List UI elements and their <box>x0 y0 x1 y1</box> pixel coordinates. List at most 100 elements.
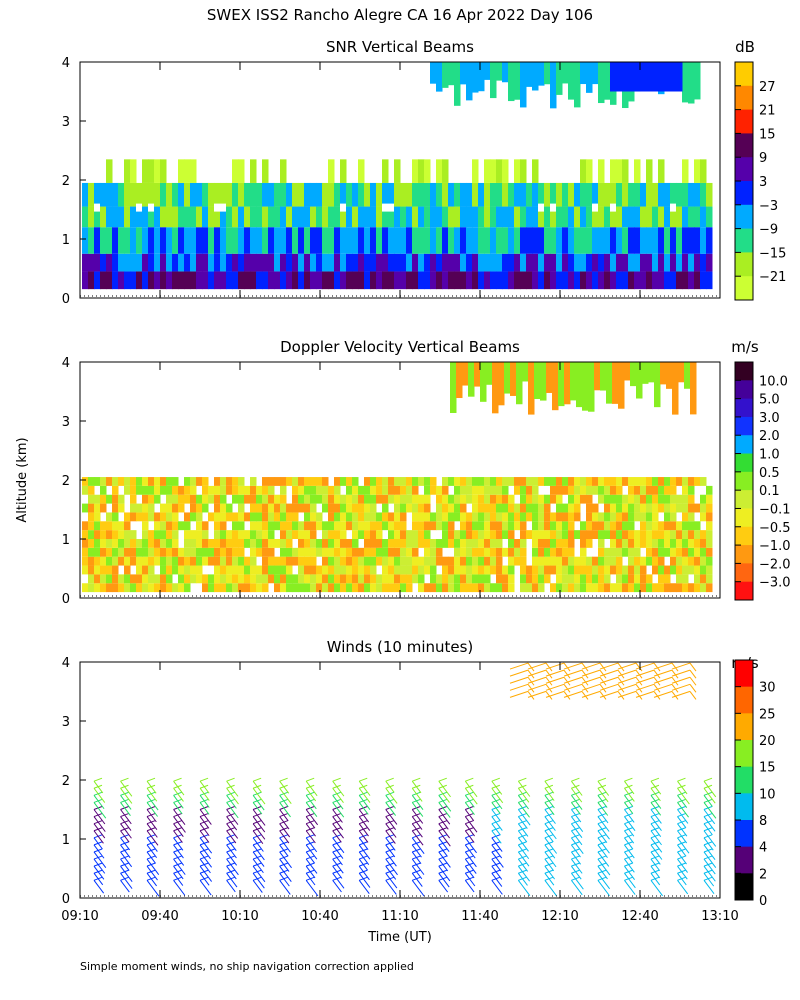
doppler-cell <box>436 539 443 548</box>
doppler-cell <box>670 565 677 575</box>
snr-cell <box>526 271 533 290</box>
wind-barb <box>599 676 619 684</box>
snr-cell <box>202 206 209 228</box>
snr-cell <box>238 182 245 207</box>
doppler-cell <box>364 583 371 593</box>
snr-cell <box>682 62 689 103</box>
wind-barb-tick <box>671 691 679 700</box>
wind-barb <box>120 851 133 868</box>
snr-cell <box>634 227 641 254</box>
snr-cell <box>178 253 185 272</box>
doppler-cell <box>238 565 245 575</box>
doppler-cell <box>532 530 539 539</box>
snr-cell <box>400 227 407 254</box>
wind-barb <box>624 858 635 873</box>
doppler-cell <box>592 503 599 513</box>
doppler-cell <box>280 547 287 557</box>
wind-barb <box>252 787 266 805</box>
doppler-cell <box>580 574 587 584</box>
doppler-cell <box>580 547 587 557</box>
wind-barb <box>517 872 528 886</box>
wind-barb <box>464 837 477 854</box>
doppler-cell <box>526 477 533 486</box>
snr-cell <box>538 206 545 228</box>
doppler-cell <box>382 547 389 557</box>
doppler-cell <box>226 565 233 575</box>
doppler-cell <box>562 547 569 557</box>
wind-barb <box>332 830 342 843</box>
snr-cell <box>454 206 461 228</box>
snr-cell <box>400 182 407 207</box>
doppler-cell <box>238 556 245 566</box>
doppler-cell <box>130 485 137 495</box>
snr-cell <box>340 159 347 183</box>
doppler-cell <box>484 485 491 495</box>
snr-cell <box>238 227 245 254</box>
doppler-cell <box>94 512 101 522</box>
doppler-cell <box>112 521 119 531</box>
snr-cell <box>676 227 683 254</box>
snr-cell <box>172 271 179 290</box>
doppler-cell <box>298 539 305 548</box>
doppler-cell <box>556 583 563 593</box>
doppler-cell <box>538 556 545 566</box>
wind-barb <box>252 830 264 845</box>
wind-barb <box>624 802 634 814</box>
wind-barb-tick <box>563 691 571 700</box>
snr-cell <box>448 182 455 207</box>
snr-cell <box>550 182 557 207</box>
snr-cell <box>118 206 125 228</box>
doppler-cell <box>124 547 131 557</box>
snr-cell <box>364 253 371 272</box>
doppler-cell <box>310 574 317 584</box>
doppler-cell <box>190 477 197 486</box>
doppler-cell <box>586 556 593 566</box>
doppler-cell <box>346 574 353 584</box>
snr-cell <box>346 253 353 272</box>
doppler-cell <box>382 512 389 522</box>
wind-barb <box>563 676 583 684</box>
snr-cell <box>688 227 695 254</box>
doppler-cell <box>112 556 119 566</box>
doppler-cell <box>148 530 155 539</box>
doppler-cell <box>622 530 629 539</box>
doppler-cell <box>568 556 575 566</box>
doppler-cell <box>466 556 473 566</box>
doppler-cell <box>676 556 683 566</box>
doppler-cell <box>448 565 455 575</box>
doppler-cell <box>474 362 481 387</box>
doppler-cell <box>606 362 613 404</box>
doppler-cell <box>460 477 467 486</box>
doppler-cell <box>322 556 329 566</box>
snr-cell <box>376 182 383 207</box>
doppler-cell <box>586 530 593 539</box>
doppler-cell <box>484 494 491 504</box>
snr-cell <box>460 271 467 290</box>
snr-cell <box>106 227 113 254</box>
doppler-cell <box>166 485 173 495</box>
doppler-cell <box>586 477 593 486</box>
doppler-cell <box>166 512 173 522</box>
colorbar-label: −2.0 <box>759 557 791 572</box>
doppler-cell <box>298 503 305 513</box>
wind-barb <box>581 676 601 684</box>
doppler-cell <box>540 362 547 401</box>
doppler-cell <box>154 521 161 531</box>
doppler-cell <box>364 530 371 539</box>
doppler-cell <box>190 485 197 495</box>
snr-cell <box>184 271 191 290</box>
doppler-cell <box>334 556 341 566</box>
wind-barb-tick <box>563 676 571 686</box>
doppler-cell <box>520 547 527 557</box>
doppler-cell <box>232 512 239 522</box>
doppler-cell <box>154 556 161 566</box>
snr-cell <box>346 206 353 228</box>
y-tick-label: 0 <box>62 892 70 907</box>
doppler-cell <box>616 583 623 593</box>
snr-cell <box>406 182 413 207</box>
doppler-cell <box>352 547 359 557</box>
doppler-cell <box>484 583 491 593</box>
snr-cell <box>106 182 113 207</box>
wind-barb <box>305 844 318 860</box>
